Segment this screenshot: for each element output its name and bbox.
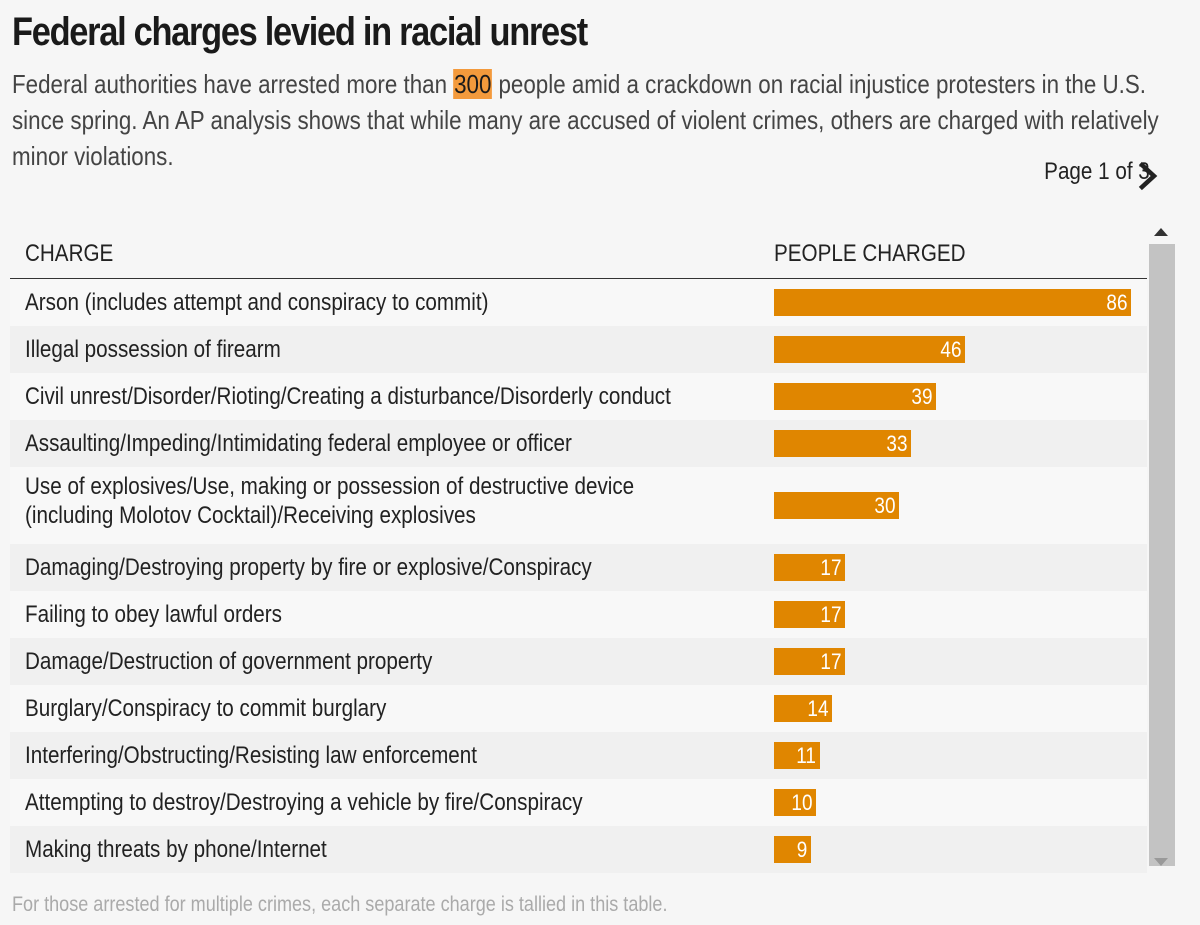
- pager: Page 1 of 3: [1027, 158, 1150, 186]
- table-row: Burglary/Conspiracy to commit burglary 14: [10, 685, 1147, 732]
- subtitle: Federal authorities have arrested more t…: [12, 66, 1182, 174]
- charge-label: Attempting to destroy/Destroying a vehic…: [25, 789, 583, 816]
- bar: 10: [774, 789, 816, 816]
- column-header-charge: CHARGE: [25, 240, 114, 267]
- column-header-people-charged: PEOPLE CHARGED: [774, 240, 966, 267]
- bar: 30: [774, 492, 899, 519]
- bar-value-label: 46: [939, 337, 961, 362]
- table-row: Failing to obey lawful orders 17: [10, 591, 1147, 638]
- subtitle-text-before: Federal authorities have arrested more t…: [12, 69, 454, 99]
- bar: 17: [774, 554, 845, 581]
- page-indicator: Page 1 of 3: [1044, 158, 1150, 185]
- table-body: Arson (includes attempt and conspiracy t…: [10, 279, 1147, 873]
- bar: 39: [774, 383, 936, 410]
- table-row: Use of explosives/Use, making or possess…: [10, 467, 1147, 544]
- charge-label: Illegal possession of firearm: [25, 336, 281, 363]
- scrollbar[interactable]: [1149, 222, 1175, 874]
- bar-value-label: 33: [885, 431, 907, 456]
- table-row: Assaulting/Impeding/Intimidating federal…: [10, 420, 1147, 467]
- table-row: Making threats by phone/Internet 9: [10, 826, 1147, 873]
- charge-label: Damaging/Destroying property by fire or …: [25, 554, 592, 581]
- table-row: Civil unrest/Disorder/Rioting/Creating a…: [10, 373, 1147, 420]
- footnote: For those arrested for multiple crimes, …: [12, 893, 668, 916]
- table-row: Illegal possession of firearm 46: [10, 326, 1147, 373]
- bar: 86: [774, 289, 1131, 316]
- charge-label: Interfering/Obstructing/Resisting law en…: [25, 742, 477, 769]
- bar-value-label: 17: [819, 649, 841, 674]
- bar: 9: [774, 836, 811, 863]
- charge-label: Assaulting/Impeding/Intimidating federal…: [25, 430, 572, 457]
- table-row: Interfering/Obstructing/Resisting law en…: [10, 732, 1147, 779]
- charge-label: Burglary/Conspiracy to commit burglary: [25, 695, 387, 722]
- bar-value-label: 86: [1105, 290, 1127, 315]
- charge-label: Civil unrest/Disorder/Rioting/Creating a…: [25, 383, 671, 410]
- bar-value-label: 17: [819, 602, 841, 627]
- charge-label: Damage/Destruction of government propert…: [25, 648, 433, 675]
- next-page-button[interactable]: [1134, 160, 1164, 192]
- charges-table: CHARGE PEOPLE CHARGED Arson (includes at…: [10, 222, 1147, 876]
- bar-value-label: 30: [873, 493, 895, 518]
- table-row: Arson (includes attempt and conspiracy t…: [10, 279, 1147, 326]
- charge-label: Use of explosives/Use, making or possess…: [25, 473, 635, 529]
- scrollbar-thumb[interactable]: [1149, 244, 1175, 866]
- charge-label: Failing to obey lawful orders: [25, 601, 282, 628]
- bar: 11: [774, 742, 820, 769]
- charge-label: Making threats by phone/Internet: [25, 836, 327, 863]
- page-title: Federal charges levied in racial unrest: [12, 10, 588, 54]
- bar-value-label: 39: [910, 384, 932, 409]
- table-row: Damaging/Destroying property by fire or …: [10, 544, 1147, 591]
- scroll-down-arrow-icon[interactable]: [1154, 858, 1168, 866]
- table-row: Attempting to destroy/Destroying a vehic…: [10, 779, 1147, 826]
- chevron-right-icon: [1138, 161, 1158, 191]
- bar-value-label: 10: [790, 790, 812, 815]
- bar: 14: [774, 695, 832, 722]
- table-row: Damage/Destruction of government propert…: [10, 638, 1147, 685]
- table-header: CHARGE PEOPLE CHARGED: [10, 222, 1147, 279]
- highlight-number: 300: [453, 69, 493, 99]
- bar: 46: [774, 336, 965, 363]
- bar-value-label: 14: [806, 696, 828, 721]
- bar-value-label: 9: [796, 837, 807, 862]
- subtitle-text-after: people amid a crackdown on racial injust…: [12, 69, 1159, 171]
- scroll-up-arrow-icon[interactable]: [1154, 228, 1168, 236]
- bar: 17: [774, 648, 845, 675]
- bar-value-label: 17: [819, 555, 841, 580]
- bar-value-label: 11: [796, 743, 816, 768]
- bar: 33: [774, 430, 911, 457]
- bar: 17: [774, 601, 845, 628]
- charge-label: Arson (includes attempt and conspiracy t…: [25, 289, 489, 316]
